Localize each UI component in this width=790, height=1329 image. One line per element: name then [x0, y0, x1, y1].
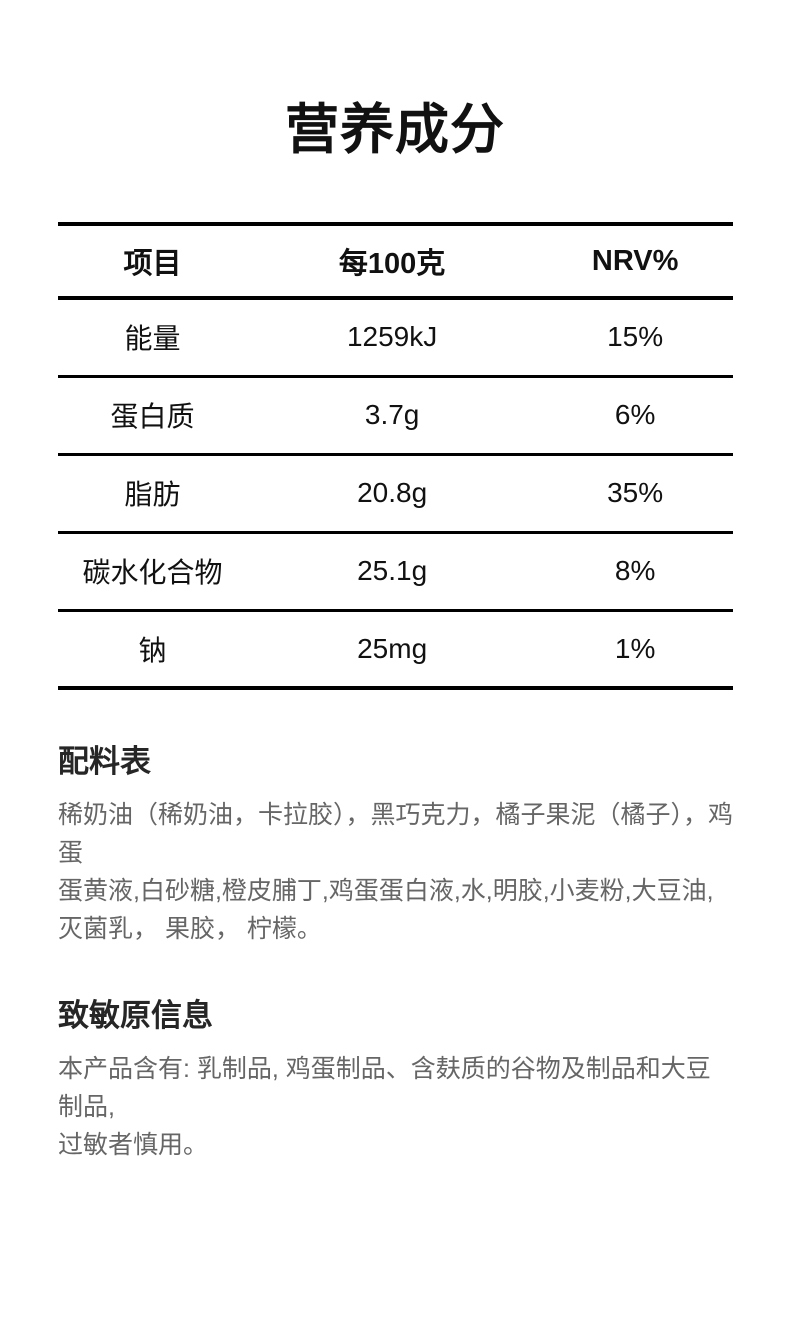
table-row-fat: 脂肪 20.8g 35% — [58, 454, 733, 532]
cell-item: 能量 — [124, 323, 181, 355]
cell-nrv: 6% — [614, 399, 656, 430]
col-header-per100g: 每100克 — [247, 224, 538, 300]
cell-per100g: 20.8g — [357, 477, 428, 508]
ingredients-text: 稀奶油（稀奶油，卡拉胶），黑巧克力，橘子果泥（橘子），鸡蛋 蛋黄液,白砂糖,橙皮… — [58, 796, 733, 948]
table-row-protein: 蛋白质 3.7g 6% — [58, 376, 733, 454]
col-header-nrv: NRV% — [537, 224, 733, 300]
nutrition-label-page: 营养成分 项目 每100克 NRV% 能量 1259kJ 15% 蛋白质 — [0, 100, 790, 1329]
cell-item: 蛋白质 — [110, 401, 195, 432]
allergen-line: 过敏者慎用。 — [58, 1131, 209, 1159]
cell-nrv: 15% — [607, 321, 664, 353]
cell-item: 脂肪 — [124, 479, 181, 510]
allergen-line: 本产品含有: 乳制品, 鸡蛋制品、含麸质的谷物及制品和大豆制品, — [58, 1055, 711, 1121]
cell-per100g: 3.7g — [364, 399, 420, 430]
cell-nrv: 1% — [614, 632, 656, 664]
cell-item: 碳水化合物 — [82, 557, 223, 588]
cell-item: 钠 — [138, 634, 167, 666]
table-header-row: 项目 每100克 NRV% — [58, 224, 733, 300]
content-area: 项目 每100克 NRV% 能量 1259kJ 15% 蛋白质 3.7g 6% … — [58, 222, 733, 1164]
cell-nrv: 8% — [614, 555, 656, 586]
cell-per100g: 25mg — [357, 632, 428, 664]
allergen-heading: 致敏原信息 — [58, 998, 213, 1033]
col-header-item: 项目 — [58, 224, 247, 300]
cell-per100g: 25.1g — [357, 555, 428, 586]
table-row-sodium: 钠 25mg 1% — [58, 610, 733, 688]
table-row-energy: 能量 1259kJ 15% — [58, 298, 733, 376]
ingredients-line: 灭菌乳， 果胶， 柠檬。 — [58, 915, 322, 943]
allergen-text: 本产品含有: 乳制品, 鸡蛋制品、含麸质的谷物及制品和大豆制品, 过敏者慎用。 — [58, 1050, 733, 1164]
ingredients-line: 稀奶油（稀奶油，卡拉胶），黑巧克力，橘子果泥（橘子），鸡蛋 — [58, 801, 734, 867]
ingredients-heading: 配料表 — [58, 744, 151, 779]
cell-per100g: 1259kJ — [346, 321, 438, 353]
ingredients-line: 蛋黄液,白砂糖,橙皮脯丁,鸡蛋蛋白液,水,明胶,小麦粉,大豆油, — [58, 877, 714, 905]
table-row-carbohydrate: 碳水化合物 25.1g 8% — [58, 532, 733, 610]
nutrition-table: 项目 每100克 NRV% 能量 1259kJ 15% 蛋白质 3.7g 6% … — [58, 222, 733, 690]
cell-nrv: 35% — [607, 477, 664, 508]
page-title: 营养成分 — [285, 100, 505, 160]
